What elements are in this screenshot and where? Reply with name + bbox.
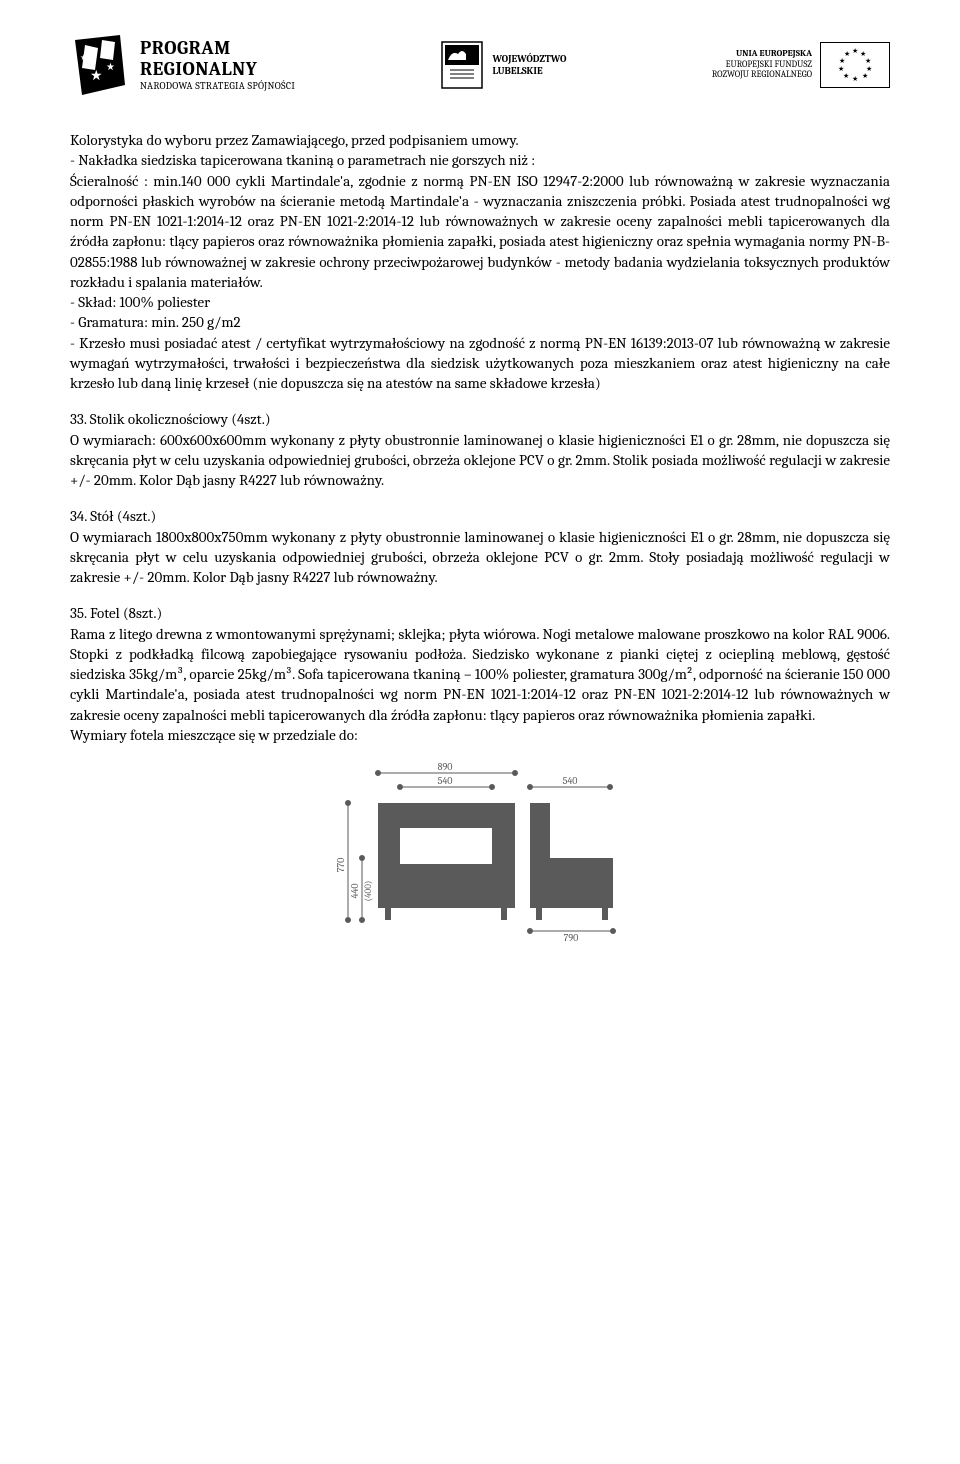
intro-block: Kolorystyka do wyboru przez Zamawiająceg…	[70, 130, 890, 393]
document-body: Kolorystyka do wyboru przez Zamawiająceg…	[70, 130, 890, 941]
s34-head: 34. Stół (4szt.)	[70, 506, 890, 526]
intro-p4: - Skład: 100% poliester	[70, 292, 890, 312]
wojewodztwo-logo	[440, 40, 484, 90]
s35-body2: Wymiary fotela mieszczące się w przedzia…	[70, 725, 890, 745]
section-34: 34. Stół (4szt.) O wymiarach 1800x800x75…	[70, 506, 890, 587]
eu-line3: ROZWOJU REGIONALNEGO	[712, 70, 812, 81]
s35-head: 35. Fotel (8szt.)	[70, 603, 890, 623]
pr-line3: NARODOWA STRATEGIA SPÓJNOŚCI	[140, 81, 295, 92]
eu-flag: ★ ★ ★ ★ ★ ★ ★ ★ ★ ★	[820, 42, 890, 88]
svg-text:★: ★	[80, 53, 87, 62]
dim-height: 770	[335, 858, 347, 873]
wl-line2: LUBELSKIE	[492, 65, 566, 77]
program-regionalny-block: ★ ★ ★ PROGRAM REGIONALNY NARODOWA STRATE…	[70, 30, 295, 100]
wojewodztwo-block: WOJEWÓDZTWO LUBELSKIE	[440, 40, 566, 90]
section-33: 33. Stolik okolicznościowy (4szt.) O wym…	[70, 409, 890, 490]
armchair-diagram: 890 540 540	[330, 761, 630, 941]
intro-p6: - Krzesło musi posiadać atest / certyfik…	[70, 333, 890, 394]
dim-seat: (400)	[364, 881, 374, 902]
eu-line1: UNIA EUROPEJSKA	[712, 49, 812, 60]
eu-stars-icon: ★ ★ ★ ★ ★ ★ ★ ★ ★ ★	[839, 49, 871, 81]
intro-p1: Kolorystyka do wyboru przez Zamawiająceg…	[70, 130, 890, 150]
svg-text:★: ★	[90, 67, 103, 84]
wl-line1: WOJEWÓDZTWO	[492, 53, 566, 65]
intro-p3: Ścieralność : min.140 000 cykli Martinda…	[70, 171, 890, 293]
s34-body: O wymiarach 1800x800x750mm wykonany z pł…	[70, 527, 890, 588]
s33-head: 33. Stolik okolicznościowy (4szt.)	[70, 409, 890, 429]
pr-line1: PROGRAM	[140, 38, 295, 59]
wojewodztwo-text: WOJEWÓDZTWO LUBELSKIE	[492, 53, 566, 77]
dim-top-inner-left: 540	[438, 775, 453, 787]
dim-top-outer: 890	[438, 761, 453, 773]
program-regionalny-text: PROGRAM REGIONALNY NARODOWA STRATEGIA SP…	[140, 38, 295, 93]
intro-p2: - Nakładka siedziska tapicerowana tkanin…	[70, 150, 890, 170]
eu-text: UNIA EUROPEJSKA EUROPEJSKI FUNDUSZ ROZWO…	[712, 49, 812, 81]
eu-block: UNIA EUROPEJSKA EUROPEJSKI FUNDUSZ ROZWO…	[712, 42, 890, 88]
dim-armrest: 440	[349, 883, 361, 898]
dim-top-inner-right: 540	[563, 775, 578, 787]
intro-p5: - Gramatura: min. 250 g/m2	[70, 312, 890, 332]
eu-line2: EUROPEJSKI FUNDUSZ	[712, 60, 812, 71]
s33-body: O wymiarach: 600x600x600mm wykonany z pł…	[70, 430, 890, 491]
section-35: 35. Fotel (8szt.) Rama z litego drewna z…	[70, 603, 890, 745]
s35-body: Rama z litego drewna z wmontowanymi sprę…	[70, 624, 890, 725]
svg-text:★: ★	[106, 61, 115, 73]
header-logos: ★ ★ ★ PROGRAM REGIONALNY NARODOWA STRATE…	[70, 30, 890, 100]
armchair-diagram-wrap: 890 540 540	[70, 761, 890, 941]
pr-line2: REGIONALNY	[140, 59, 295, 80]
program-regionalny-logo: ★ ★ ★	[70, 30, 130, 100]
dim-bottom: 790	[564, 932, 579, 941]
